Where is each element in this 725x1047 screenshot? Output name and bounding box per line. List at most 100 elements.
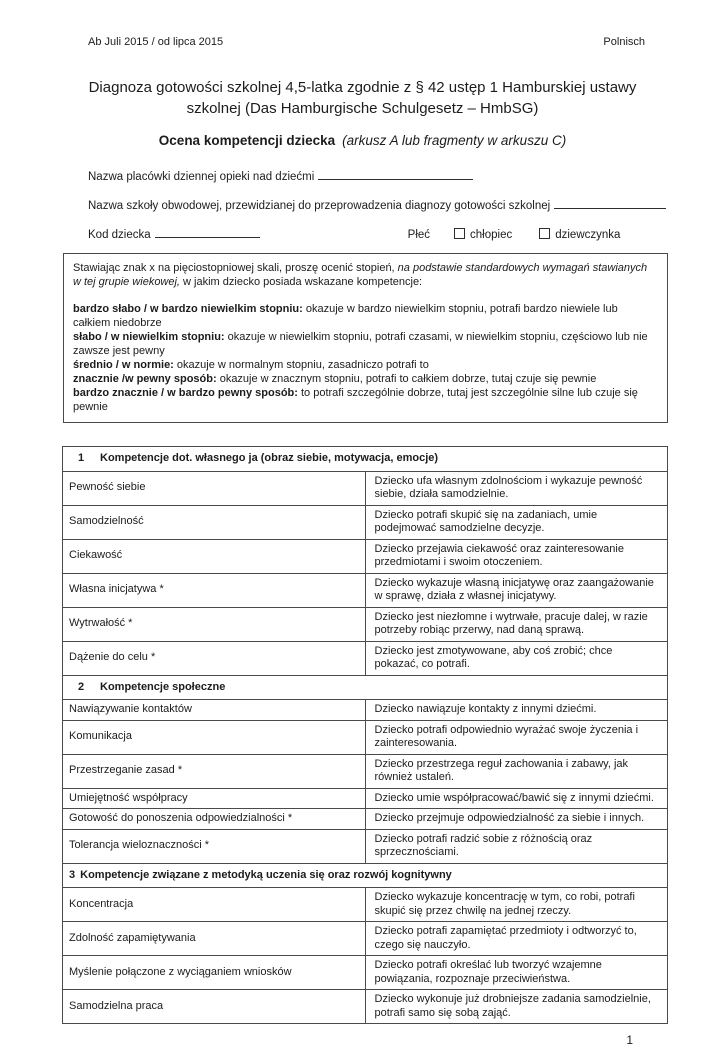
scale-level-4: znacznie /w pewny sposób: okazuje w znac… xyxy=(73,372,657,386)
table-row: Przestrzeganie zasad * Dziecko przestrzeg… xyxy=(62,753,668,789)
school-label: Nazwa szkoły obwodowej, przewidzianej do… xyxy=(88,200,551,212)
competency-label: Koncentracja xyxy=(62,887,366,922)
edition-note: Ab Juli 2015 / od lipca 2015 xyxy=(88,36,224,48)
daycare-input-line[interactable] xyxy=(318,166,474,180)
section-3-title: Kompetencje związane z metodyką uczenia … xyxy=(80,868,452,881)
document-page: Ab Juli 2015 / od lipca 2015 Polnisch Di… xyxy=(0,36,725,1047)
section-1-number: 1 xyxy=(78,452,85,464)
title-line-1: Diagnoza gotowości szkolnej 4,5-latka zg… xyxy=(88,79,637,96)
language-label: Polnisch xyxy=(603,36,645,48)
sex-option-boy: chłopiec xyxy=(454,228,513,241)
competency-description: Dziecko potrafi zapamiętać przedmioty i … xyxy=(364,921,668,956)
competency-description: Dziecko przestrzega reguł zachowania i z… xyxy=(364,753,668,789)
competency-label: Własna inicjatywa * xyxy=(62,572,366,608)
competency-label: Komunikacja xyxy=(62,719,366,755)
competency-label: Dążenie do celu * xyxy=(62,640,366,676)
rating-scale-instructions-box: Stawiając znak x na pięciostopniowej ska… xyxy=(63,253,668,423)
title-line-2: szkolnej (Das Hamburgische Schulgesetz –… xyxy=(186,100,539,117)
subtitle-italic: (arkusz A lub fragmenty w arkuszu C) xyxy=(342,133,567,148)
table-row: Tolerancja wieloznaczności * Dziecko potr… xyxy=(62,828,668,864)
document-title: Diagnoza gotowości szkolnej 4,5-latka zg… xyxy=(40,77,685,119)
scale-intro-italic: na podstawie standardowych wymagań stawi… xyxy=(73,262,648,288)
competency-label: Myślenie połączone z wyciąganiem wnioskó… xyxy=(62,955,366,990)
daycare-label: Nazwa placówki dziennej opieki nad dzieć… xyxy=(88,171,315,183)
field-child-code-and-sex: Kod dziecka Płeć chłopiec dziewczynka xyxy=(88,224,725,241)
section-2-title: Kompetencje społeczne xyxy=(100,680,226,693)
competency-label: Tolerancja wieloznaczności * xyxy=(62,828,366,864)
table-row: Samodzielna praca Dziecko wykonuje już dr… xyxy=(62,989,668,1024)
table-row: Myślenie połączone z wyciąganiem wnioskó… xyxy=(62,955,668,990)
school-input-line[interactable] xyxy=(554,195,667,209)
scale-level-1-desc: okazuje w bardzo niewielkim stopniu, pot… xyxy=(73,303,618,329)
table-row: Samodzielność Dziecko potrafi skupić się … xyxy=(62,504,668,540)
competency-table: 1 Kompetencje dot. własnego ja (obraz sie… xyxy=(62,446,668,1024)
subtitle-bold: Ocena kompetencji dziecka xyxy=(158,133,336,148)
competency-description: Dziecko jest niezłomne i wytrwałe, pracu… xyxy=(364,606,668,642)
scale-level-1-term: bardzo słabo / w bardzo niewielkim stopn… xyxy=(73,303,303,315)
scale-level-4-term: znacznie /w pewny sposób: xyxy=(73,373,217,385)
table-row: Umiejętność współpracy Dziecko umie współ… xyxy=(62,787,668,809)
checkbox-boy[interactable] xyxy=(454,228,466,239)
table-row: Wytrwałość * Dziecko jest niezłomne i wyt… xyxy=(62,606,668,642)
competency-description: Dziecko wykazuje koncentrację w tym, co … xyxy=(364,887,668,922)
competency-label: Pewność siebie xyxy=(62,470,366,506)
section-header-3: 3 Kompetencje związane z metodyką uczenia… xyxy=(62,862,668,888)
table-row: Koncentracja Dziecko wykazuje koncentracj… xyxy=(62,887,668,922)
competency-description: Dziecko potrafi odpowiednio wyrażać swoj… xyxy=(364,719,668,755)
checkbox-girl[interactable] xyxy=(539,228,551,239)
document-subtitle: Ocena kompetencji dziecka (arkusz A lub f… xyxy=(0,133,725,148)
sex-option-boy-label: chłopiec xyxy=(470,229,513,241)
scale-level-3-term: średnio / w normie: xyxy=(73,359,174,371)
table-row: Komunikacja Dziecko potrafi odpowiednio w… xyxy=(62,719,668,755)
section-1-title: Kompetencje dot. własnego ja (obraz sieb… xyxy=(100,452,439,464)
competency-description: Dziecko potrafi skupić się na zadaniach,… xyxy=(364,504,668,540)
table-row: Zdolność zapamiętywania Dziecko potrafi z… xyxy=(62,921,668,956)
scale-intro: Stawiając znak x na pięciostopniowej ska… xyxy=(73,261,657,289)
competency-description: Dziecko potrafi określać lub tworzyć wza… xyxy=(364,955,668,990)
competency-description: Dziecko przejawia ciekawość oraz zainter… xyxy=(364,538,668,574)
section-header-2: 2 Kompetencje społeczne xyxy=(62,674,668,700)
competency-label: Ciekawość xyxy=(62,538,366,574)
competency-description: Dziecko ufa własnym zdolnościom i wykazu… xyxy=(364,470,668,506)
scale-level-2: słabo / w niewielkim stopniu: okazuje w … xyxy=(73,330,657,358)
scale-level-3-desc: okazuje w normalnym stopniu, zasadniczo … xyxy=(173,359,429,371)
sex-option-girl-label: dziewczynka xyxy=(555,229,621,241)
table-row: Nawiązywanie kontaktów Dziecko nawiązuje … xyxy=(62,699,668,721)
scale-level-4-desc: okazuje w znacznym stopniu, potrafi to c… xyxy=(216,373,597,385)
scale-level-2-term: słabo / w niewielkim stopniu: xyxy=(73,331,225,343)
competency-label: Zdolność zapamiętywania xyxy=(62,921,366,956)
competency-label: Umiejętność współpracy xyxy=(62,787,366,809)
page-number: 1 xyxy=(626,1033,633,1047)
sex-option-girl: dziewczynka xyxy=(539,228,621,241)
competency-description: Dziecko umie współpracować/bawić się z i… xyxy=(364,787,668,809)
scale-intro-part2: w jakim dziecko posiada wskazane kompete… xyxy=(180,276,423,288)
form-fields: Nazwa placówki dziennej opieki nad dzieć… xyxy=(88,166,725,241)
competency-label: Wytrwałość * xyxy=(62,606,366,642)
competency-label: Przestrzeganie zasad * xyxy=(62,753,366,789)
competency-description: Dziecko jest zmotywowane, aby coś zrobić… xyxy=(364,640,668,676)
section-3-number: 3 xyxy=(69,868,76,881)
table-row: Dążenie do celu * Dziecko jest zmotywowan… xyxy=(62,640,668,676)
competency-label: Samodzielność xyxy=(62,504,366,540)
field-daycare-name: Nazwa placówki dziennej opieki nad dzieć… xyxy=(88,166,725,183)
child-code-input-line[interactable] xyxy=(154,224,260,238)
table-row: Pewność siebie Dziecko ufa własnym zdolno… xyxy=(62,470,668,506)
table-row: Ciekawość Dziecko przejawia ciekawość ora… xyxy=(62,538,668,574)
scale-level-3: średnio / w normie: okazuje w normalnym … xyxy=(73,358,657,372)
table-row: Gotowość do ponoszenia odpowiedzialności… xyxy=(62,808,668,830)
field-school-name: Nazwa szkoły obwodowej, przewidzianej do… xyxy=(88,195,725,212)
competency-description: Dziecko wykonuje już drobniejsze zadania… xyxy=(364,989,668,1024)
section-2-number: 2 xyxy=(78,680,85,693)
scale-level-5: bardzo znacznie / w bardzo pewny sposób:… xyxy=(73,386,657,414)
table-row: Własna inicjatywa * Dziecko wykazuje włas… xyxy=(62,572,668,608)
competency-description: Dziecko wykazuje własną inicjatywę oraz … xyxy=(364,572,668,608)
page-header: Ab Juli 2015 / od lipca 2015 Polnisch xyxy=(88,36,645,48)
child-code-label: Kod dziecka xyxy=(88,229,151,241)
scale-level-5-desc: to potrafi szczególnie dobrze, tutaj jes… xyxy=(73,387,638,413)
competency-description: Dziecko przejmuje odpowiedzialność za si… xyxy=(364,808,668,830)
competency-description: Dziecko nawiązuje kontakty z innymi dzie… xyxy=(364,699,668,721)
sex-label: Płeć xyxy=(407,229,431,241)
competency-description: Dziecko potrafi radzić sobie z różnością… xyxy=(364,828,668,864)
scale-level-2-desc: okazuje w niewielkim stopniu, potrafi cz… xyxy=(73,331,648,357)
scale-intro-part1: Stawiając znak x na pięciostopniowej ska… xyxy=(73,262,398,274)
